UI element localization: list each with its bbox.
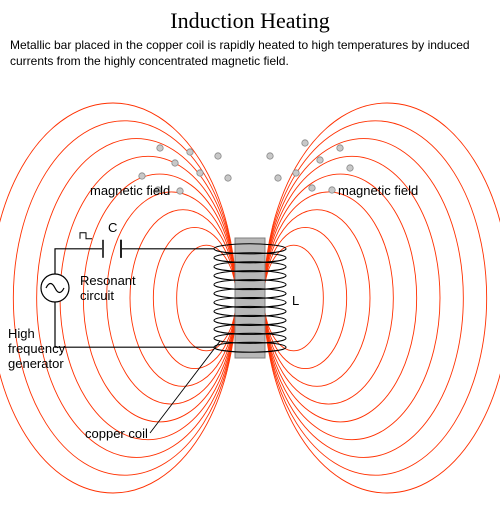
label-copper-coil: copper coil: [85, 426, 148, 441]
diagram-container: magnetic field magnetic field C Resonant…: [0, 88, 500, 508]
label-magnetic-field-right: magnetic field: [338, 183, 418, 198]
diagram-svg: [0, 88, 500, 508]
subtitle: Metallic bar placed in the copper coil i…: [10, 38, 490, 69]
label-resonant: Resonant circuit: [80, 273, 150, 303]
label-magnetic-field-left: magnetic field: [90, 183, 170, 198]
page-title: Induction Heating: [0, 8, 500, 34]
label-inductor: L: [292, 293, 299, 308]
label-generator: High frequency generator: [8, 326, 88, 371]
label-capacitor: C: [108, 220, 117, 235]
